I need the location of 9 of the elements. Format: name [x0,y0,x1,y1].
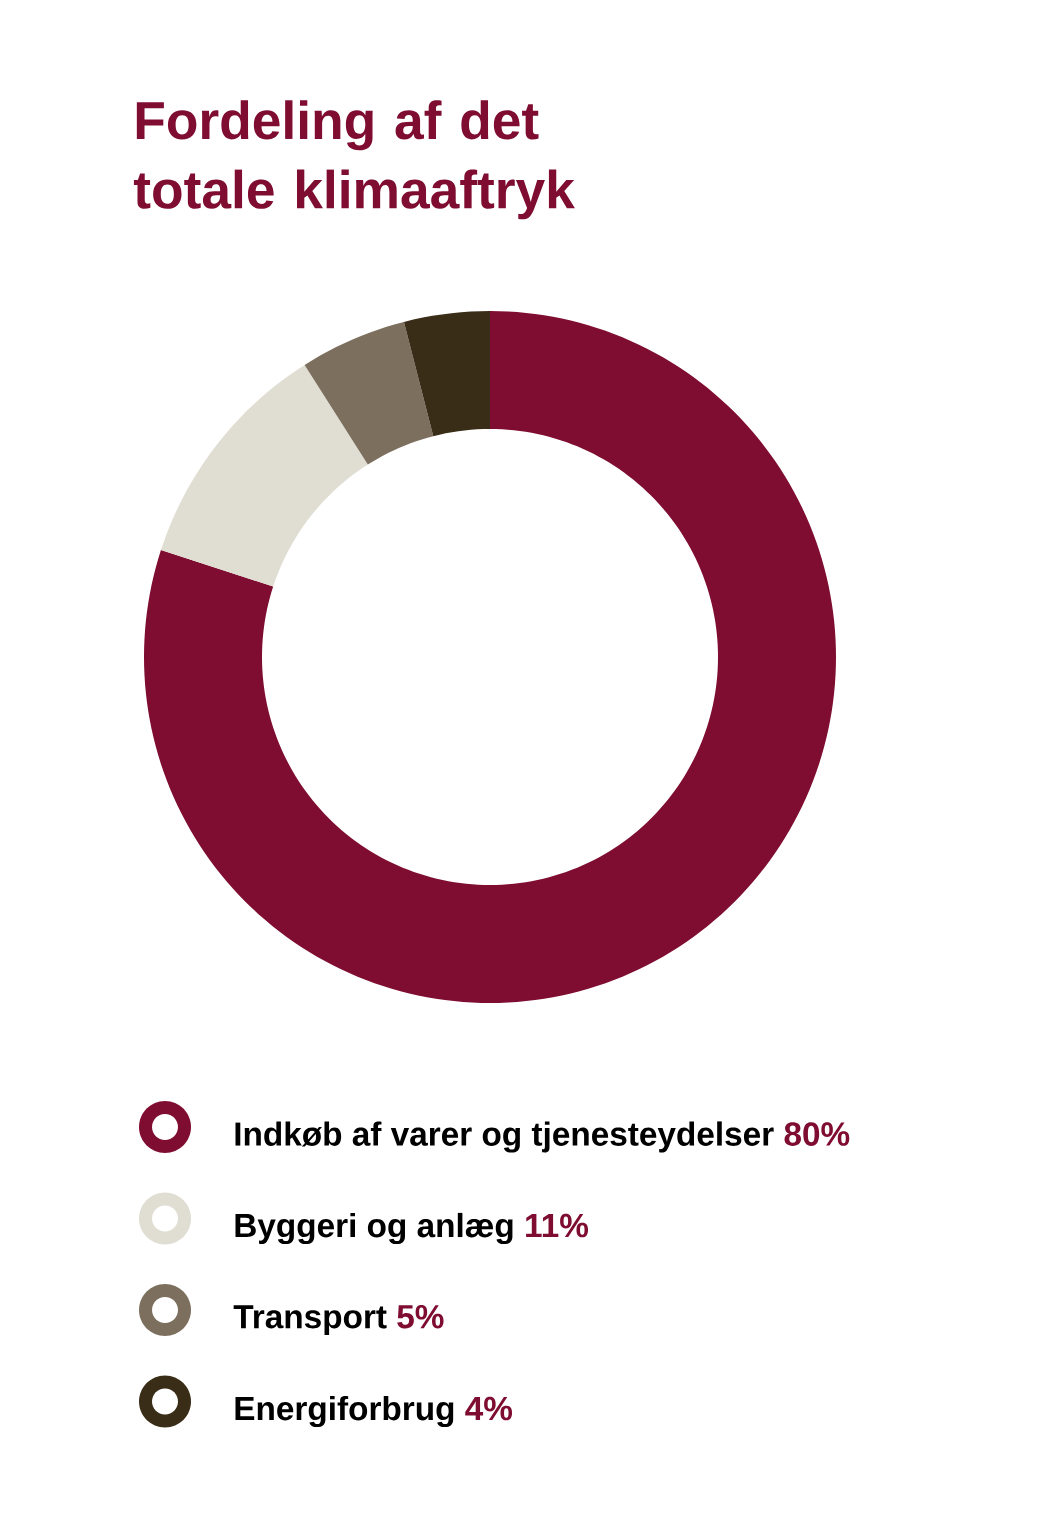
data-label: 5% [397,1304,444,1329]
chart-title: Fordeling af det totale klimaaftryk [133,100,575,220]
data-label: 4% [465,1396,513,1421]
legend-label: Energiforbrug [235,1395,454,1428]
data-label: 11% [526,1213,589,1238]
data-label: 80% [784,1122,850,1146]
legend-label: Indkøb af varer og tjenesteydelser [235,1121,774,1153]
legend-label: Byggeri og anlæg [235,1212,513,1245]
legend-label: Transport [233,1305,387,1336]
